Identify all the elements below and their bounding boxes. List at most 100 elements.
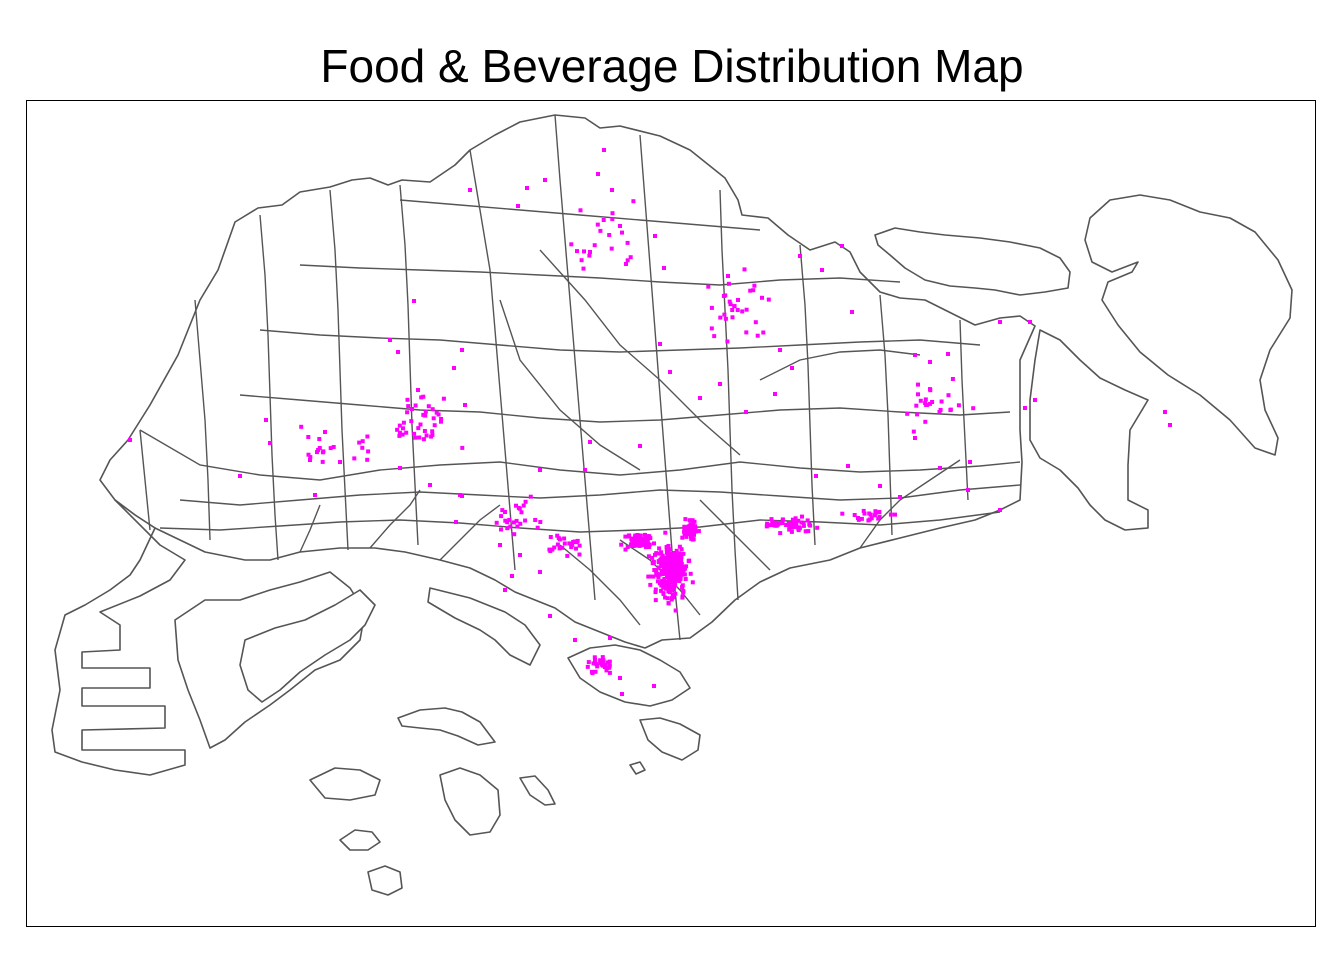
fnb-point	[588, 440, 592, 444]
fnb-point	[404, 430, 409, 435]
fnb-point	[872, 513, 877, 518]
southern-island-4	[339, 829, 381, 851]
fnb-point	[601, 660, 606, 665]
fnb-point	[395, 427, 400, 432]
pulau-ubin	[874, 227, 1071, 296]
fnb-point	[666, 601, 671, 606]
fnb-point	[723, 316, 728, 321]
fnb-point	[840, 244, 844, 248]
fnb-point	[510, 574, 514, 578]
fnb-point	[468, 188, 472, 192]
fnb-point	[365, 434, 370, 439]
fnb-point	[620, 692, 624, 696]
fnb-point	[338, 460, 342, 464]
fnb-point	[519, 510, 524, 515]
fnb-point	[681, 589, 686, 594]
fnb-point	[523, 518, 528, 523]
fnb-point	[409, 419, 414, 424]
fnb-point	[417, 435, 422, 440]
fnb-point	[677, 577, 682, 582]
fnb-point	[671, 595, 676, 600]
fnb-point	[718, 382, 722, 386]
fnb-point	[698, 396, 702, 400]
fnb-point	[665, 553, 670, 558]
fnb-point	[801, 523, 806, 528]
fnb-point	[688, 571, 693, 576]
fnb-point	[923, 401, 928, 406]
fnb-point	[661, 570, 666, 575]
fnb-point	[998, 320, 1002, 324]
fnb-point	[680, 584, 685, 589]
fnb-point	[557, 546, 562, 551]
fnb-point	[678, 553, 683, 557]
fnb-point	[264, 418, 268, 422]
fnb-point	[928, 387, 932, 392]
fnb-point	[927, 401, 932, 406]
pulau-land-south	[427, 587, 541, 666]
fnb-point	[405, 397, 410, 402]
fnb-point	[535, 525, 540, 530]
fnb-point	[1023, 406, 1027, 410]
southern-island-5	[367, 865, 403, 896]
fnb-point	[400, 432, 405, 437]
fnb-point	[460, 445, 465, 450]
fnb-point	[592, 655, 597, 660]
fnb-point	[655, 579, 660, 584]
fnb-point	[793, 520, 798, 525]
fnb-point	[643, 532, 647, 537]
fnb-point	[594, 662, 599, 667]
fnb-point	[950, 377, 955, 381]
fnb-point	[727, 299, 732, 304]
fnb-point	[709, 305, 714, 310]
fnb-point	[555, 533, 560, 538]
southern-island-6	[519, 775, 556, 806]
fnb-point	[946, 352, 950, 356]
fnb-point	[723, 293, 728, 298]
fnb-point	[238, 474, 242, 478]
fnb-point	[780, 518, 785, 523]
fnb-point	[666, 586, 671, 591]
fnb-point	[306, 435, 311, 439]
fnb-point	[801, 521, 806, 526]
fnb-point	[692, 529, 697, 533]
fnb-point	[436, 412, 441, 417]
fnb-point	[625, 258, 630, 263]
fnb-point	[628, 543, 633, 548]
fnb-point	[511, 520, 516, 525]
fnb-point	[366, 449, 371, 454]
fnb-point	[898, 495, 902, 499]
fnb-point	[787, 527, 792, 532]
fnb-point	[657, 581, 662, 586]
fnb-point	[666, 589, 671, 594]
fnb-point	[323, 430, 327, 434]
fnb-point	[517, 506, 522, 511]
changi-east-land	[1029, 329, 1149, 531]
fnb-point	[667, 568, 672, 573]
fnb-point	[861, 508, 866, 513]
fnb-point	[732, 304, 737, 309]
fnb-point	[405, 410, 410, 415]
fnb-point	[538, 520, 543, 524]
fnb-point	[761, 330, 766, 335]
map-frame	[26, 100, 1316, 927]
fnb-point	[669, 597, 674, 602]
fnb-point	[528, 494, 533, 499]
fnb-point	[575, 249, 579, 254]
fnb-point	[684, 564, 689, 569]
fnb-point	[604, 668, 609, 673]
fnb-point	[668, 370, 672, 374]
fnb-point	[690, 532, 694, 537]
fnb-point	[682, 572, 687, 577]
fnb-point	[632, 541, 637, 546]
fnb-point	[675, 554, 680, 559]
fnb-point	[740, 309, 745, 314]
fnb-point	[315, 450, 319, 455]
fnb-point	[625, 545, 630, 549]
fnb-point	[846, 464, 850, 468]
fnb-point	[601, 663, 605, 668]
fnb-point	[432, 423, 437, 428]
fnb-point	[666, 580, 671, 585]
fnb-point	[913, 353, 917, 357]
fnb-point	[656, 560, 661, 565]
